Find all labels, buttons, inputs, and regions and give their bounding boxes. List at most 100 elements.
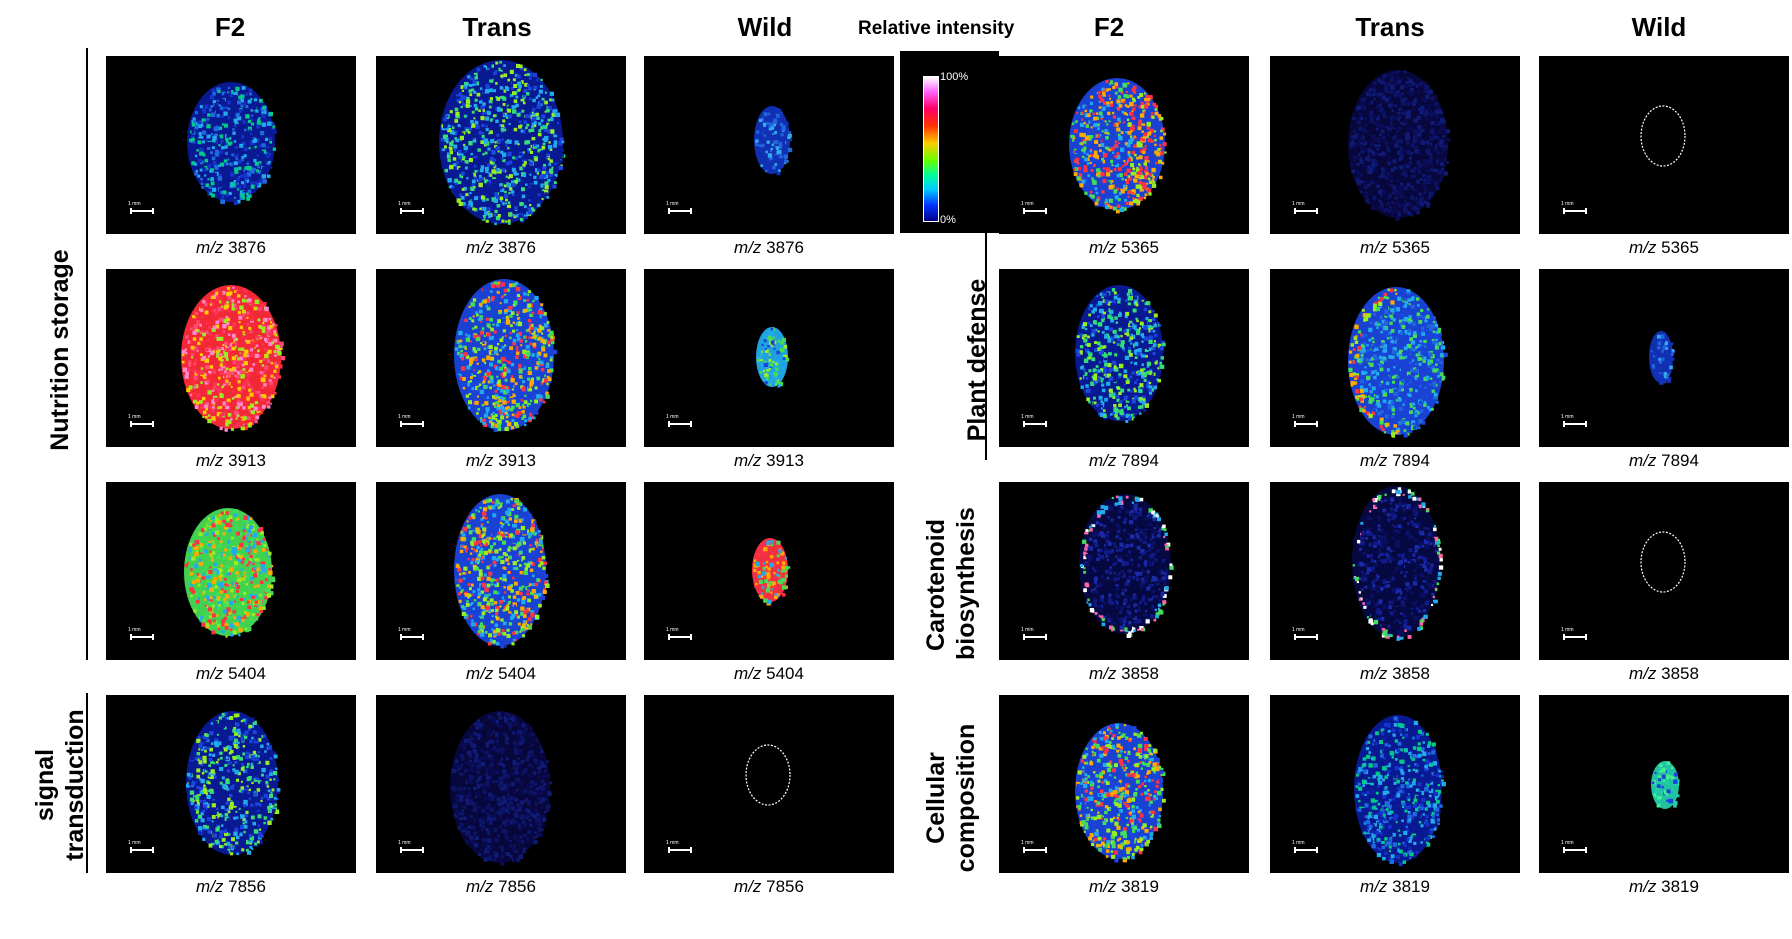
- panel-left-wild-row3: 1 mm: [644, 482, 894, 660]
- mz-prefix: m/z: [1629, 451, 1657, 470]
- scale-bar: [1563, 634, 1587, 640]
- intensity-pixels: [755, 108, 793, 176]
- panel-left-wild-row1: 1 mm: [644, 56, 894, 234]
- scale-bar: [668, 634, 692, 640]
- scale-bar: [400, 421, 424, 427]
- tissue-outline: [745, 744, 791, 806]
- scale-bar-label: 1 mm: [666, 414, 679, 420]
- mz-prefix: m/z: [1089, 664, 1117, 683]
- scale-bar-label: 1 mm: [1021, 840, 1034, 846]
- scale-bar-label: 1 mm: [1561, 201, 1574, 207]
- intensity-pixels: [756, 327, 790, 388]
- label-plant-defense: Plant defense: [963, 278, 991, 442]
- mz-value: 3913: [761, 451, 804, 470]
- mz-label: m/z 7856: [659, 877, 879, 897]
- mz-prefix: m/z: [1360, 877, 1388, 896]
- panel-left-f2-row3: 1 mm: [106, 482, 356, 660]
- mz-prefix: m/z: [1629, 238, 1657, 257]
- label-signal: signal: [31, 748, 59, 822]
- ms-image: [1352, 486, 1444, 641]
- mz-label: m/z 3858: [1285, 664, 1505, 684]
- mz-prefix: m/z: [196, 877, 224, 896]
- header-left-trans: Trans: [462, 12, 532, 42]
- mz-prefix: m/z: [734, 664, 762, 683]
- intensity-pixels: [181, 286, 286, 432]
- mz-label: m/z 5404: [121, 664, 341, 684]
- intensity-pixels: [1349, 70, 1451, 221]
- mz-value: 3876: [493, 238, 536, 257]
- ms-image: [454, 494, 550, 649]
- tissue-outline: [1640, 531, 1686, 593]
- mz-value: 5404: [493, 664, 536, 683]
- mz-value: 5404: [761, 664, 804, 683]
- mz-value: 7894: [1387, 451, 1430, 470]
- bracket-plant-defense: [985, 65, 987, 460]
- mz-label: m/z 3876: [391, 238, 611, 258]
- panel-right-trans-row2: 1 mm: [1270, 269, 1520, 447]
- intensity-pixels: [186, 712, 281, 856]
- scale-bar: [400, 208, 424, 214]
- scale-bar: [1023, 208, 1047, 214]
- header-right-trans: Trans: [1355, 12, 1425, 42]
- scale-bar: [400, 847, 424, 853]
- scale-bar-label: 1 mm: [1561, 627, 1574, 633]
- scale-bar-label: 1 mm: [398, 840, 411, 846]
- intensity-pixels: [451, 712, 552, 866]
- scale-bar-label: 1 mm: [128, 627, 141, 633]
- label-carotenoid-biosynthesis: Carotenoid biosynthesis: [921, 507, 981, 660]
- label-biosynthesis: biosynthesis: [952, 507, 980, 660]
- mz-value: 7894: [1116, 451, 1159, 470]
- label-nutrition-storage: Nutrition storage: [46, 249, 74, 451]
- scale-bar-label: 1 mm: [398, 201, 411, 207]
- panel-right-f2-row2: 1 mm: [999, 269, 1249, 447]
- panel-left-f2-row2: 1 mm: [106, 269, 356, 447]
- panel-left-f2-row4: 1 mm: [106, 695, 356, 873]
- mz-prefix: m/z: [1089, 238, 1117, 257]
- panel-left-wild-row2: 1 mm: [644, 269, 894, 447]
- scale-bar: [1563, 421, 1587, 427]
- mz-prefix: m/z: [196, 238, 224, 257]
- mz-label: m/z 3858: [1014, 664, 1234, 684]
- mz-prefix: m/z: [466, 664, 494, 683]
- tissue-outline: [1640, 105, 1686, 167]
- scale-bar-label: 1 mm: [1292, 201, 1305, 207]
- tissue-section: [454, 279, 554, 431]
- scale-bar: [1563, 847, 1587, 853]
- ms-image: [1069, 78, 1167, 214]
- intensity-pixels: [1651, 761, 1680, 808]
- ms-image: [450, 711, 552, 866]
- label-cellular-composition: Cellular composition: [921, 723, 981, 873]
- panel-right-f2-row3: 1 mm: [999, 482, 1249, 660]
- mz-label: m/z 3913: [121, 451, 341, 471]
- header-right-wild: Wild: [1631, 12, 1687, 42]
- colorbar-max-label: 100%: [940, 71, 969, 83]
- ms-image: [1079, 494, 1174, 638]
- scale-bar-label: 1 mm: [666, 627, 679, 633]
- mz-prefix: m/z: [734, 238, 762, 257]
- intensity-pixels: [184, 508, 276, 638]
- mz-value: 3819: [1387, 877, 1430, 896]
- scale-bar-label: 1 mm: [128, 840, 141, 846]
- ms-image: [754, 106, 793, 176]
- mz-label: m/z 7894: [1554, 451, 1774, 471]
- scale-bar: [130, 421, 154, 427]
- mz-value: 3876: [761, 238, 804, 257]
- panel-left-f2-row1: 1 mm: [106, 56, 356, 234]
- scale-bar-label: 1 mm: [1292, 414, 1305, 420]
- mz-label: m/z 3819: [1285, 877, 1505, 897]
- scale-bar: [1023, 847, 1047, 853]
- scale-bar: [1563, 208, 1587, 214]
- intensity-pixels: [454, 498, 550, 649]
- ms-image: [745, 744, 791, 806]
- mz-label: m/z 5365: [1014, 238, 1234, 258]
- panel-right-wild-row2: 1 mm: [1539, 269, 1789, 447]
- scale-bar: [1294, 208, 1318, 214]
- mz-value: 7894: [1656, 451, 1699, 470]
- panel-left-trans-row4: 1 mm: [376, 695, 626, 873]
- scale-bar: [1023, 421, 1047, 427]
- intensity-pixels: [1355, 716, 1446, 867]
- mz-value: 3913: [223, 451, 266, 470]
- intensity-pixels: [1075, 287, 1166, 423]
- mz-value: 7856: [223, 877, 266, 896]
- scale-bar-label: 1 mm: [398, 414, 411, 420]
